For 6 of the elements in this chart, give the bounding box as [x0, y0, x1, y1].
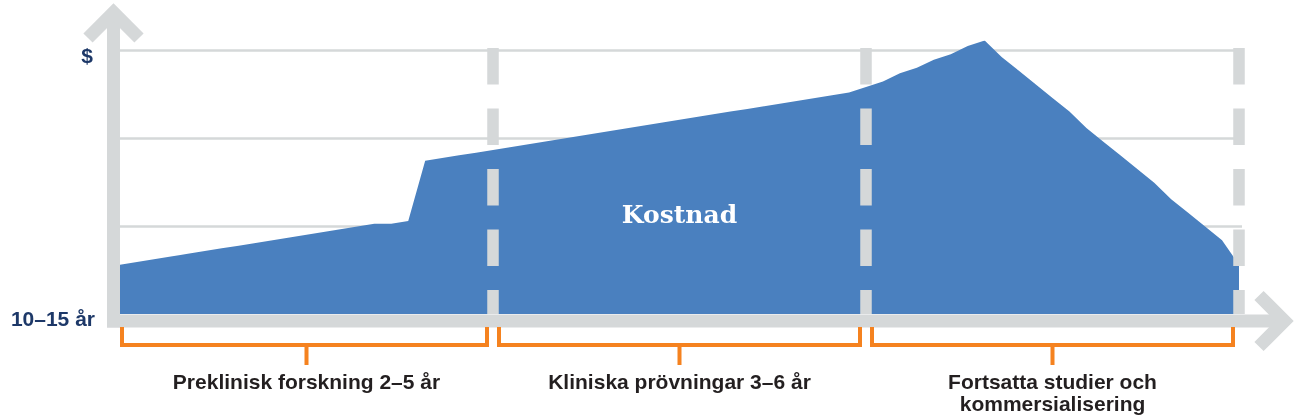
x-tick-label: Kliniska prövningar 3–6 år [548, 369, 811, 393]
annotation: Kostnad [621, 200, 738, 230]
y-axis-title: $ [81, 44, 94, 68]
x-tick-label: Fortsatta studier och kommersialisering [948, 369, 1157, 415]
x-tick-label: Preklinisk forskning 2–5 år [172, 369, 441, 393]
x-axis-title: 10–15 år [10, 306, 95, 330]
